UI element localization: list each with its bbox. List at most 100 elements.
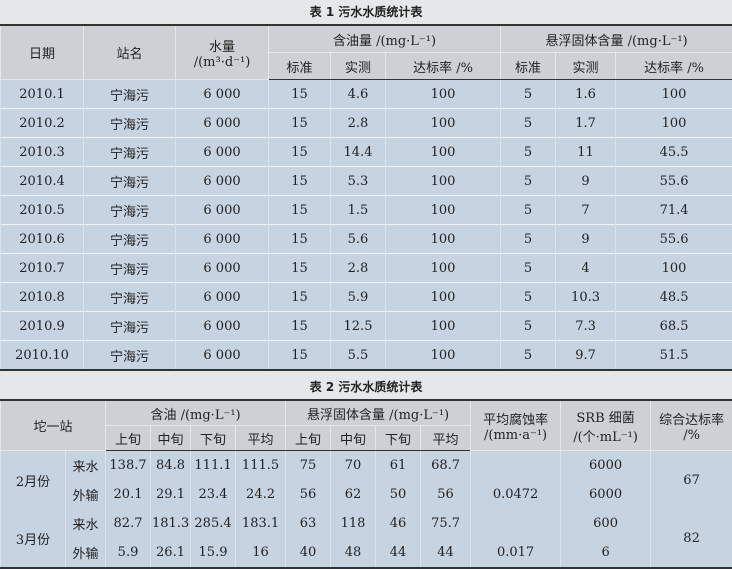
cell-water: 6 000: [176, 225, 269, 254]
header-ss-measured: 实测: [556, 53, 616, 80]
cell-oil-std: 15: [269, 254, 331, 283]
cell-station: 宁海污: [84, 283, 176, 312]
cell-corrosion-empty: [471, 509, 561, 538]
header-oil-rate: 达标率 /%: [386, 53, 501, 80]
cell-value: 44: [376, 538, 421, 568]
cell-station: 宁海污: [84, 225, 176, 254]
cell-ss-std: 5: [501, 80, 556, 109]
cell-date: 2010.9: [1, 312, 84, 341]
header-ss: 悬浮固体含量 /(mg·L⁻¹): [286, 400, 471, 426]
cell-oil-rate: 100: [386, 341, 501, 371]
header-period: 中旬: [331, 426, 376, 451]
cell-value: 23.4: [191, 480, 236, 509]
table2: 坨一站 含油 /(mg·L⁻¹) 悬浮固体含量 /(mg·L⁻¹) 平均腐蚀率/…: [0, 399, 732, 569]
cell-corrosion: 0.0472: [471, 480, 561, 509]
cell-station: 宁海污: [84, 80, 176, 109]
cell-month: 2月份: [1, 451, 66, 510]
cell-value: 46: [376, 509, 421, 538]
cell-oil-std: 15: [269, 196, 331, 225]
cell-oil-std: 15: [269, 80, 331, 109]
cell-corrosion-empty: [471, 451, 561, 481]
header-ss-rate: 达标率 /%: [616, 53, 732, 80]
cell-srb: 6000: [561, 451, 651, 481]
cell-type: 外输: [66, 538, 106, 568]
cell-total: 67: [651, 451, 732, 510]
cell-oil-measured: 4.6: [331, 80, 386, 109]
cell-station: 宁海污: [84, 138, 176, 167]
cell-value: 111.1: [191, 451, 236, 481]
header-ss: 悬浮固体含量 /(mg·L⁻¹): [501, 25, 732, 53]
header-station: 坨一站: [1, 400, 106, 451]
header-ss-std: 标准: [501, 53, 556, 80]
cell-ss-rate: 55.6: [616, 225, 732, 254]
cell-water: 6 000: [176, 196, 269, 225]
cell-month: 3月份: [1, 509, 66, 568]
cell-value: 181.3: [151, 509, 191, 538]
cell-value: 56: [286, 480, 331, 509]
cell-date: 2010.3: [1, 138, 84, 167]
header-period: 上旬: [106, 426, 151, 451]
cell-srb: 600: [561, 509, 651, 538]
header-oil-measured: 实测: [331, 53, 386, 80]
cell-oil-std: 15: [269, 167, 331, 196]
cell-ss-measured: 7: [556, 196, 616, 225]
cell-value: 20.1: [106, 480, 151, 509]
cell-ss-rate: 48.5: [616, 283, 732, 312]
cell-station: 宁海污: [84, 109, 176, 138]
cell-oil-std: 15: [269, 109, 331, 138]
cell-oil-measured: 2.8: [331, 109, 386, 138]
cell-value: 29.1: [151, 480, 191, 509]
cell-srb: 6000: [561, 480, 651, 509]
cell-oil-measured: 5.9: [331, 283, 386, 312]
cell-oil-rate: 100: [386, 109, 501, 138]
cell-date: 2010.10: [1, 341, 84, 371]
cell-station: 宁海污: [84, 341, 176, 371]
cell-value: 118: [331, 509, 376, 538]
cell-ss-rate: 100: [616, 254, 732, 283]
cell-oil-rate: 100: [386, 196, 501, 225]
cell-ss-measured: 4: [556, 254, 616, 283]
header-period: 下旬: [191, 426, 236, 451]
cell-ss-measured: 1.6: [556, 80, 616, 109]
cell-value: 61: [376, 451, 421, 481]
cell-type: 来水: [66, 509, 106, 538]
header-oil-std: 标准: [269, 53, 331, 80]
cell-ss-rate: 55.6: [616, 167, 732, 196]
cell-station: 宁海污: [84, 312, 176, 341]
cell-station: 宁海污: [84, 254, 176, 283]
header-period: 平均: [236, 426, 286, 451]
cell-ss-measured: 1.7: [556, 109, 616, 138]
header-period: 下旬: [376, 426, 421, 451]
cell-value: 63: [286, 509, 331, 538]
cell-value: 62: [331, 480, 376, 509]
cell-value: 75: [286, 451, 331, 481]
cell-value: 56: [421, 480, 471, 509]
header-srb: SRB 细菌/(个·mL⁻¹): [561, 400, 651, 451]
cell-date: 2010.2: [1, 109, 84, 138]
cell-oil-std: 15: [269, 283, 331, 312]
table1: 日期 站名 水量/(m³·d⁻¹) 含油量 /(mg·L⁻¹) 悬浮固体含量 /…: [0, 24, 732, 371]
header-date: 日期: [1, 25, 84, 80]
cell-value: 24.2: [236, 480, 286, 509]
cell-ss-measured: 10.3: [556, 283, 616, 312]
cell-ss-rate: 71.4: [616, 196, 732, 225]
cell-type: 来水: [66, 451, 106, 481]
cell-date: 2010.6: [1, 225, 84, 254]
cell-ss-std: 5: [501, 167, 556, 196]
cell-value: 16: [236, 538, 286, 568]
cell-oil-measured: 1.5: [331, 196, 386, 225]
cell-value: 138.7: [106, 451, 151, 481]
cell-value: 15.9: [191, 538, 236, 568]
cell-value: 50: [376, 480, 421, 509]
cell-value: 183.1: [236, 509, 286, 538]
cell-ss-measured: 9.7: [556, 341, 616, 371]
cell-oil-rate: 100: [386, 312, 501, 341]
cell-oil-std: 15: [269, 312, 331, 341]
cell-ss-rate: 51.5: [616, 341, 732, 371]
